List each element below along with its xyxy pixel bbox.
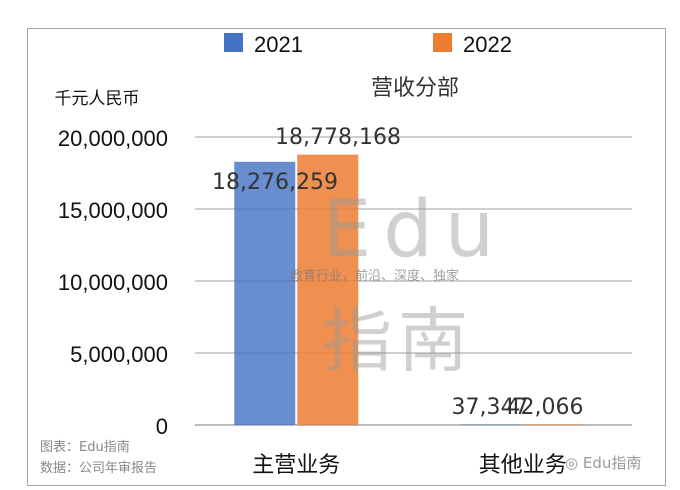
chart-source: 图表：Edu指南 <box>40 440 130 455</box>
bar-2022-0 <box>297 154 359 426</box>
y-tick-label: 20,000,000 <box>58 126 168 151</box>
legend-label: 2021 <box>254 32 303 57</box>
watermark-edu: Edu <box>322 185 507 275</box>
y-axis-label: 千元人民币 <box>55 89 140 109</box>
watermark-tagline: 教育行业，前沿、深度、独家 <box>290 269 460 284</box>
x-tick-label: 主营业务 <box>252 453 340 478</box>
legend-swatch-2021 <box>224 33 243 52</box>
data-label: 18,778,168 <box>275 125 401 150</box>
wechat-icon: ◎ <box>565 454 579 472</box>
bar-2022-1 <box>523 424 585 425</box>
y-tick-label: 15,000,000 <box>58 198 168 223</box>
data-label: 37,347 <box>452 395 529 420</box>
y-tick-label: 0 <box>156 414 168 439</box>
data-label: 42,066 <box>507 395 584 420</box>
y-tick-label: 5,000,000 <box>70 342 168 367</box>
bar-2021-1 <box>460 424 522 425</box>
x-tick-label: 其他业务 <box>479 453 567 478</box>
chart-title: 营收分部 <box>371 76 459 101</box>
watermark-zhinan: 指南 <box>322 300 474 382</box>
bar-2021-0 <box>234 161 296 425</box>
data-label: 18,276,259 <box>212 170 338 195</box>
legend-swatch-2022 <box>433 33 452 52</box>
legend-label: 2022 <box>463 32 512 57</box>
chart-frame <box>27 28 666 486</box>
brand-label: ◎ Edu指南 <box>565 452 641 473</box>
data-source: 数据：公司年审报告 <box>40 461 158 476</box>
y-tick-label: 10,000,000 <box>58 270 168 295</box>
brand-text: Edu指南 <box>582 454 642 472</box>
